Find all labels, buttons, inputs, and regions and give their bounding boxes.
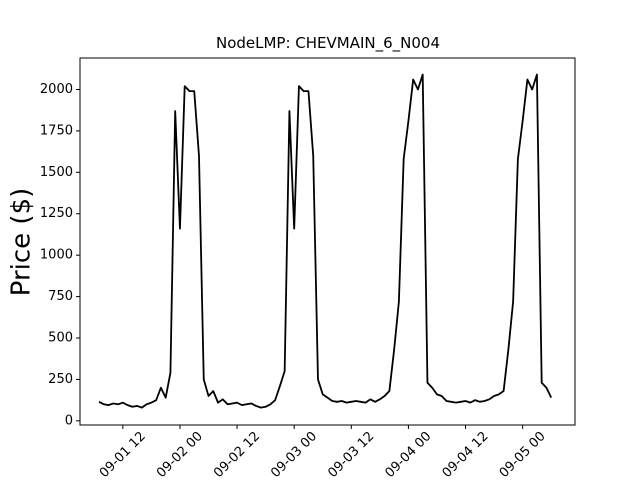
x-tick-label: 09-04 00 xyxy=(382,429,434,480)
x-tick-label: 09-03 12 xyxy=(325,429,377,480)
x-tick-label: 09-02 12 xyxy=(211,429,263,480)
x-tick-label: 09-04 12 xyxy=(440,429,492,480)
axes-frame xyxy=(79,57,576,426)
y-tick-label: 2000 xyxy=(40,82,73,97)
x-tick-label: 09-03 00 xyxy=(268,429,320,480)
y-tick-label: 0 xyxy=(65,413,73,428)
y-tick-label: 1000 xyxy=(40,248,73,263)
y-tick-label: 500 xyxy=(48,331,73,346)
y-tick-label: 1250 xyxy=(40,206,73,221)
y-axis-label: Price ($) xyxy=(7,188,37,297)
y-tick-label: 250 xyxy=(48,372,73,387)
y-tick-label: 1750 xyxy=(40,123,73,138)
data-line xyxy=(98,73,553,409)
chart-title: NodeLMP: CHEVMAIN_6_N004 xyxy=(216,34,440,53)
x-tick-label: 09-01 12 xyxy=(97,429,149,480)
x-tick-label: 09-02 00 xyxy=(154,429,206,480)
y-tick-label: 1500 xyxy=(40,165,73,180)
x-tick-label: 09-05 00 xyxy=(497,429,549,480)
y-tick-label: 750 xyxy=(48,289,73,304)
